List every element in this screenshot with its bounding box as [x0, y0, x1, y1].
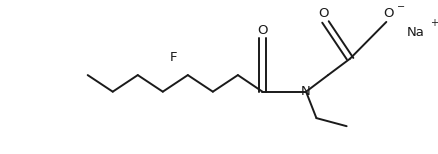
- Text: +: +: [429, 18, 437, 28]
- Text: O: O: [318, 7, 328, 20]
- Text: −: −: [396, 2, 405, 12]
- Text: Na: Na: [406, 26, 424, 39]
- Text: F: F: [169, 51, 177, 64]
- Text: O: O: [382, 7, 393, 20]
- Text: O: O: [257, 24, 267, 36]
- Text: N: N: [300, 85, 310, 98]
